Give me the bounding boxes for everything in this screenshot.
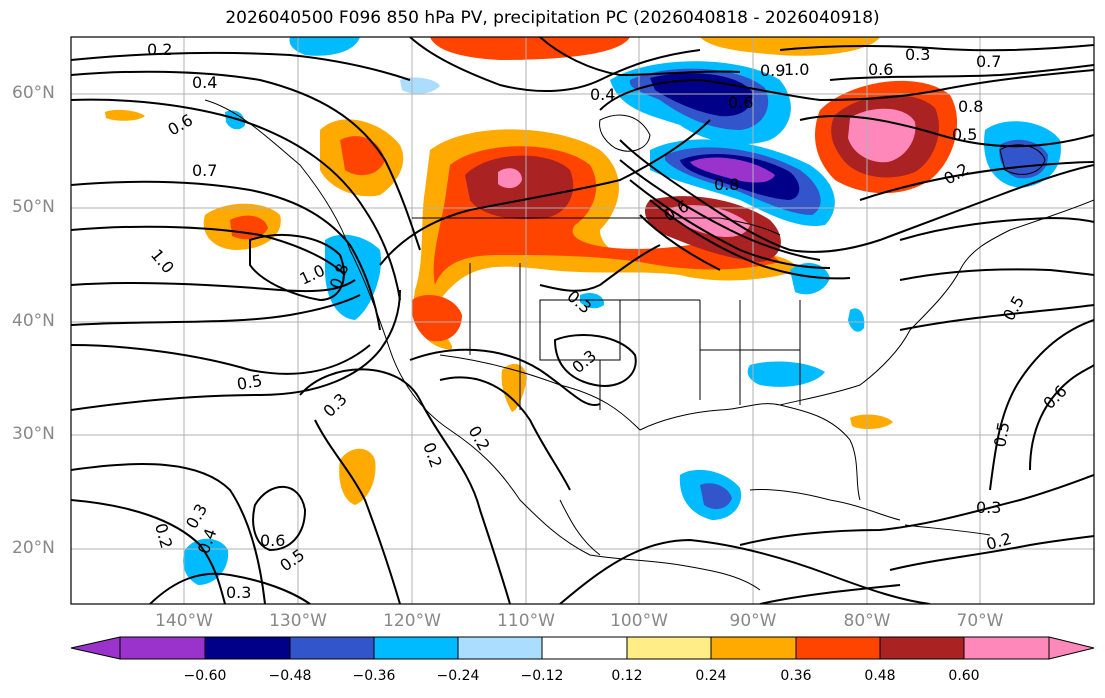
colorbar-bin — [541, 636, 628, 660]
lon-label-70w: 70°W — [956, 611, 1004, 631]
shade-neg-gulf-core — [700, 483, 732, 510]
colorbar-tick: −0.24 — [436, 668, 480, 684]
lon-label-120w: 120°W — [383, 611, 441, 631]
colorbar-bin — [289, 636, 375, 660]
colorbar-extend-low — [70, 636, 121, 660]
colorbar-bin — [457, 636, 543, 660]
contour-label: 0.2 — [147, 40, 172, 59]
colorbar-bin — [710, 636, 797, 660]
colorbar-bin — [879, 636, 965, 660]
shade-pos-top-right — [700, 37, 880, 56]
shade-pos-plains-core — [465, 155, 574, 220]
colorbar-bin — [119, 636, 206, 660]
colorbar-tick: −0.48 — [268, 668, 312, 684]
colorbar — [70, 636, 1095, 660]
contour-label: 0.4 — [192, 73, 217, 92]
shade-pos-top — [430, 37, 630, 60]
contour-label: 0.8 — [958, 97, 983, 116]
shade-pos-pacific-core — [230, 215, 268, 240]
contour-label: 0.5 — [990, 420, 1013, 448]
colorbar-bin — [626, 636, 712, 660]
lon-label-100w: 100°W — [610, 611, 668, 631]
contour-label: 0.6 — [868, 60, 893, 79]
colorbar-bin — [373, 636, 459, 660]
contour-label: 1.0 — [784, 60, 809, 79]
contour-label: 0.7 — [192, 161, 217, 180]
contour-label: 0.4 — [590, 85, 615, 104]
contour-label: 0.5 — [952, 125, 977, 144]
contour-label: 0.8 — [714, 175, 739, 194]
colorbar-tick: 0.48 — [864, 668, 896, 684]
lat-label-60n: 60°N — [12, 83, 55, 103]
shade-neg-southeast — [747, 361, 825, 387]
colorbar-bin — [963, 636, 1050, 660]
lat-label-40n: 40°N — [12, 311, 55, 331]
colorbar-tick: −0.60 — [183, 668, 227, 684]
contour-label: 0.7 — [976, 52, 1001, 71]
shade-pos-ca — [411, 295, 462, 342]
shade-neg-quebec-peak — [690, 157, 775, 183]
shade-neg-east — [790, 263, 830, 295]
colorbar-bin — [204, 636, 291, 660]
pv-contours — [71, 37, 1094, 604]
lat-label-50n: 50°N — [12, 197, 55, 217]
contour-label: 0.5 — [235, 371, 263, 394]
shade-neg-small1 — [400, 77, 440, 94]
contour-label: 0.6 — [260, 531, 285, 550]
shade-neg-alaska — [225, 110, 245, 130]
colorbar-tick: 0.12 — [611, 668, 643, 684]
colorbar-tick: 0.24 — [695, 668, 727, 684]
lon-label-90w: 90°W — [729, 611, 777, 631]
shade-pos-az — [501, 363, 527, 412]
lat-label-20n: 20°N — [12, 538, 55, 558]
contour-label: 0.3 — [905, 45, 930, 64]
colorbar-tick: −0.36 — [352, 668, 396, 684]
colorbar-extend-high — [1048, 636, 1095, 660]
contour-label: 0.3 — [226, 583, 251, 602]
map-frame — [70, 36, 1095, 605]
plot-title: 2026040500 F096 850 hPa PV, precipitatio… — [225, 8, 880, 28]
shade-pos-hawaii — [105, 109, 145, 121]
lon-label-130w: 130°W — [269, 611, 327, 631]
lat-label-30n: 30°N — [12, 424, 55, 444]
shade-neg-westcoast — [325, 234, 381, 320]
shade-pos-east-peak — [848, 108, 916, 163]
contour-label: 0.9 — [760, 61, 785, 80]
lon-label-140w: 140°W — [155, 611, 213, 631]
colorbar-tick: −0.12 — [520, 668, 564, 684]
colorbar-tick: 0.36 — [780, 668, 812, 684]
lon-label-110w: 110°W — [497, 611, 555, 631]
shade-neg-small3 — [848, 308, 865, 332]
contour-label: 0.3 — [976, 498, 1001, 517]
shade-neg-top — [289, 37, 360, 56]
colorbar-tick: 0.60 — [948, 668, 980, 684]
shade-neg-small2 — [580, 293, 605, 309]
shade-pos-baja — [339, 448, 376, 505]
shade-pos-plains-peak — [498, 168, 522, 189]
lon-label-80w: 80°W — [843, 611, 891, 631]
contour-label: 0.6 — [728, 93, 753, 112]
shade-pos-southeast — [850, 414, 893, 430]
colorbar-bin — [795, 636, 881, 660]
